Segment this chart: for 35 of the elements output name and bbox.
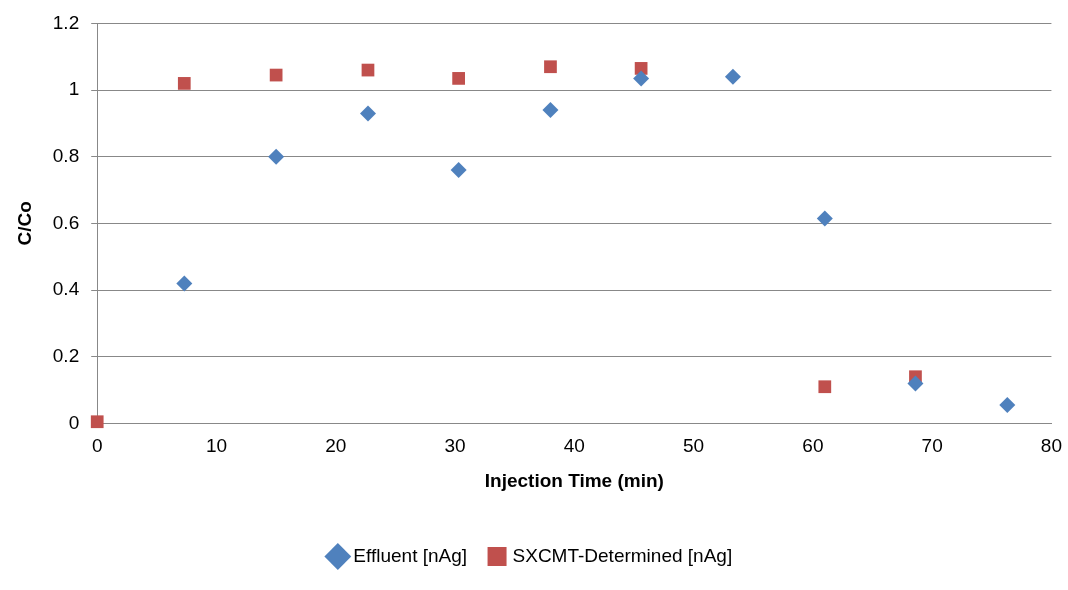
point [999,397,1016,414]
point [633,70,650,87]
x-tick-label: 40 [563,435,585,457]
point [818,380,832,394]
x-tick-label: 0 [91,435,103,457]
y-tick-label: 0.6 [52,211,80,233]
x-axis-title: Injection Time (min) [484,469,664,491]
point [452,72,465,85]
point [90,415,104,429]
y-tick-label: 0.2 [52,344,80,366]
point [816,210,833,227]
point [542,102,559,119]
point [544,60,557,74]
y-tick-label: 1.2 [52,11,80,33]
point [724,68,741,85]
x-tick-label: 20 [325,435,347,457]
x-tick-label: 80 [1040,435,1062,457]
y-tick-label: 1 [68,78,80,100]
y-tick-label: 0.4 [52,278,80,300]
y-tick-label: 0.8 [52,144,80,166]
point [450,162,467,179]
x-tick-label: 60 [802,435,824,457]
point [907,375,924,392]
legend-label: Effluent [nAg] [353,544,468,566]
x-tick-label: 10 [205,435,228,457]
point [359,105,376,122]
point [176,275,193,292]
x-tick-label: 70 [921,435,943,457]
y-tick-label: 0 [68,411,80,433]
x-tick-label: 30 [444,435,466,457]
legend-label: SXCMT-Determined [nAg] [512,544,733,566]
point [177,77,191,90]
point [268,148,285,165]
x-tick-label: 50 [683,435,705,457]
y-axis-title: C/Co [13,201,35,246]
